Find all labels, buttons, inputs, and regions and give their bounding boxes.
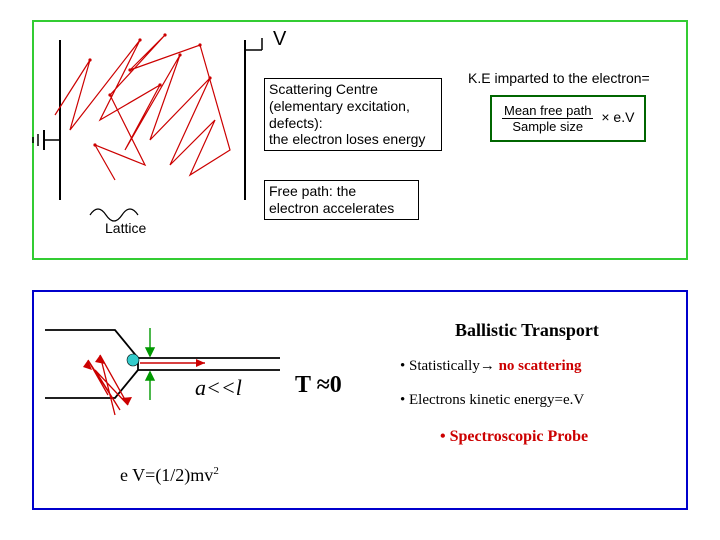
equation-main: e V=(1/2)mv (120, 465, 213, 485)
bullet-3: • Spectroscopic Probe (440, 428, 588, 446)
condition-text: a<<l (195, 375, 242, 400)
bullet-1: • Statistically→ no scattering (400, 358, 581, 375)
bullet-2: • Electrons kinetic energy=e.V (400, 392, 584, 409)
ballistic-heading: Ballistic Transport (455, 320, 599, 341)
kinetic-equation: e V=(1/2)mv2 (120, 465, 219, 486)
temperature-label: T ≈0 (295, 372, 342, 399)
condition-label: a<<l (195, 375, 242, 401)
bottom-schematic (0, 0, 720, 540)
bullet1-em: no scattering (499, 358, 582, 374)
bullet1-pre: • Statistically→ (400, 358, 499, 374)
equation-sup: 2 (213, 465, 219, 477)
